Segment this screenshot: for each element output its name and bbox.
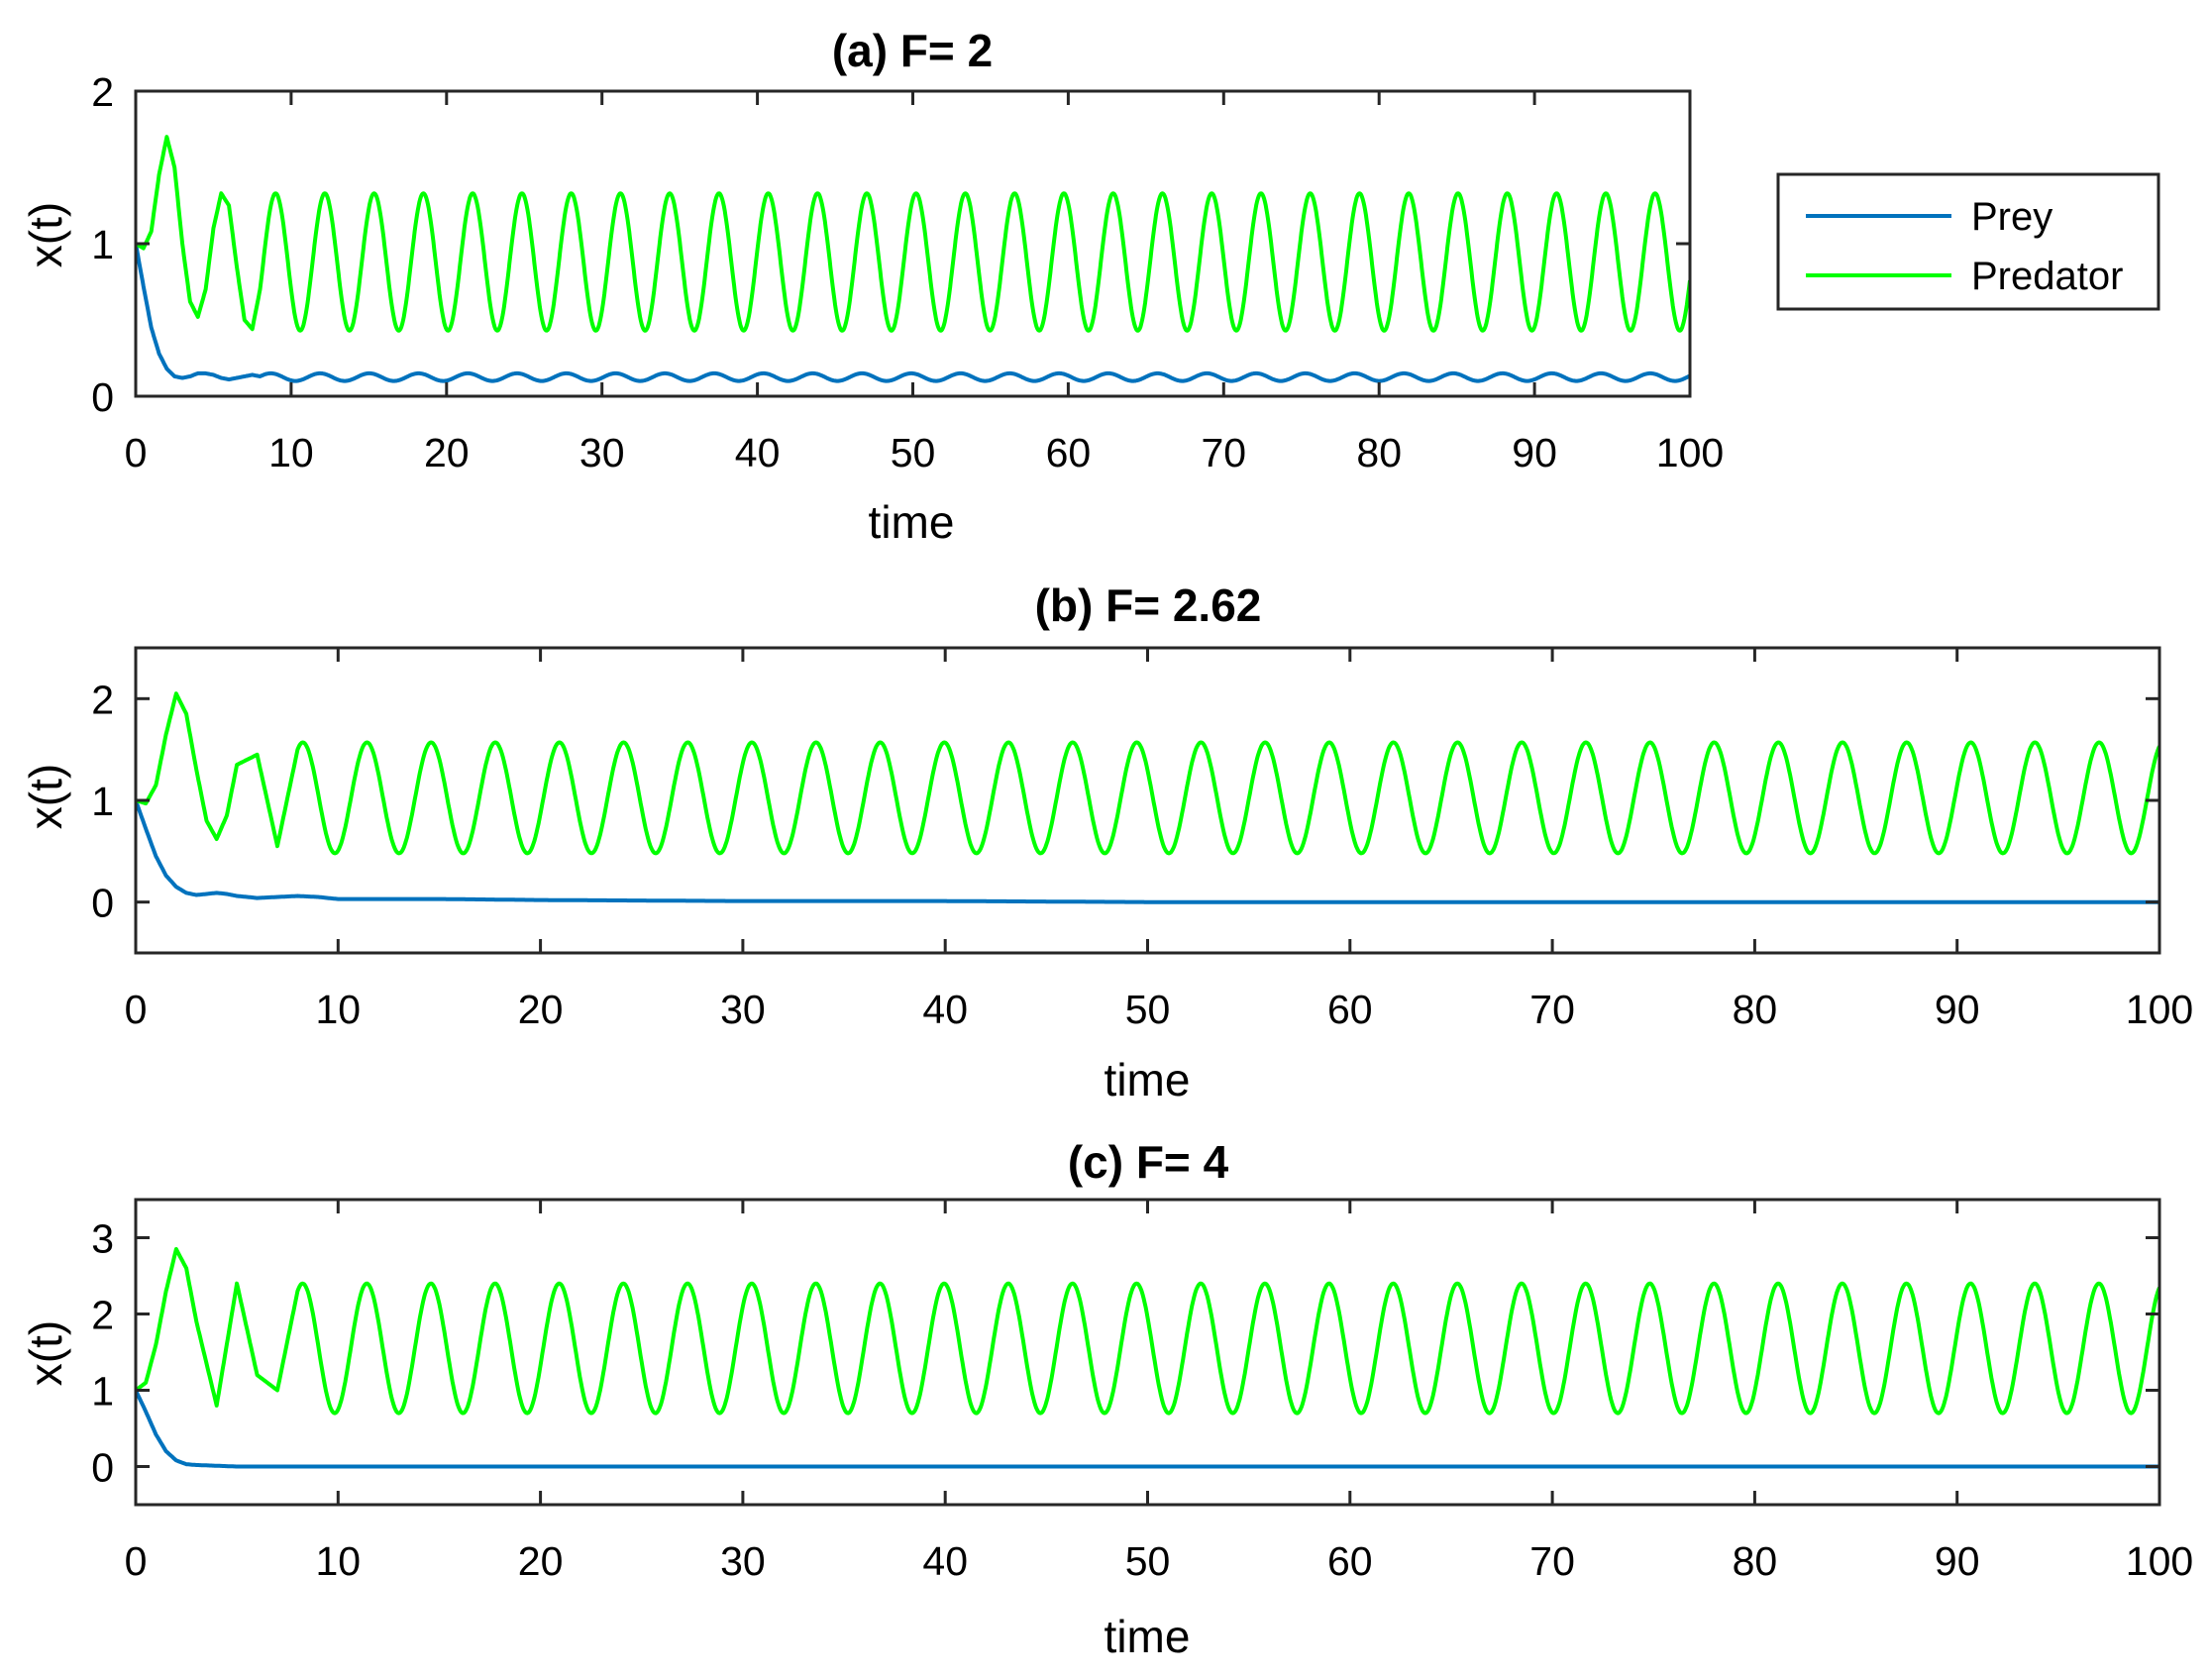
panel-c-xtick-label: 80	[1733, 1538, 1778, 1584]
panel-b-xtick-label: 0	[125, 987, 148, 1032]
panel-a-title: (a) F= 2	[832, 25, 993, 76]
panel-c-series-prey-line	[136, 1389, 2159, 1469]
panel-a-plot-area: 0 10 20 30 40 50 60 70 80 90 100 0 1 2	[91, 69, 1724, 475]
panel-b-ylabel: x(t)	[20, 764, 71, 829]
panel-b-plot-area: 0 10 20 30 40 50 60 70 80 90 100 0 1 2	[91, 646, 2193, 1032]
panel-a-xtick-label: 30	[579, 430, 625, 475]
panel-a: (a) F= 2 x(t) time 0 10 20 30 40 50 60 70 80 90 10…	[20, 25, 1724, 548]
panel-b-series-prey-line	[136, 799, 2159, 904]
panel-c-series-predator-line	[136, 1247, 2159, 1416]
panel-b: (b) F= 2.62 x(t) time 0 10 20 30 40 50 60 70 80 9…	[20, 579, 2193, 1105]
panel-b-ytick-label: 2	[91, 677, 114, 722]
panel-b-xtick-label: 50	[1125, 987, 1171, 1032]
panel-c-title: (c) F= 4	[1068, 1136, 1229, 1188]
panel-a-xtick-label: 40	[735, 430, 781, 475]
panel-c-ytick-label: 0	[91, 1445, 114, 1491]
panel-a-xtick-label: 100	[1656, 430, 1724, 475]
panel-c-ytick-label: 3	[91, 1216, 114, 1262]
panel-a-xtick-label: 70	[1201, 430, 1246, 475]
panel-b-ytick-label: 0	[91, 881, 114, 926]
panel-c-xtick-label: 50	[1125, 1538, 1171, 1584]
panel-a-xlabel: time	[869, 496, 955, 548]
panel-a-xtick-label: 10	[268, 430, 314, 475]
panel-b-xtick-label: 20	[518, 987, 564, 1032]
panel-b-series-predator-line	[136, 691, 2159, 856]
legend-label-prey: Prey	[1971, 195, 2052, 239]
panel-a-ytick-label: 1	[91, 222, 114, 267]
panel-c-xtick-label: 90	[1935, 1538, 1980, 1584]
panel-c: (c) F= 4 x(t) time 0 10 20 30 40 50 60 70 80 90 10…	[20, 1136, 2193, 1662]
panel-a-series-prey-line	[136, 243, 1690, 383]
panel-b-xlabel: time	[1105, 1054, 1191, 1105]
panel-c-xtick-label: 100	[2126, 1538, 2193, 1584]
panel-c-ytick-label: 1	[91, 1369, 114, 1415]
panel-b-xtick-label: 100	[2126, 987, 2193, 1032]
panel-b-ytick-label: 1	[91, 779, 114, 824]
panel-a-xtick-label: 80	[1356, 430, 1402, 475]
panel-c-xtick-label: 20	[518, 1538, 564, 1584]
panel-b-xtick-label: 30	[720, 987, 766, 1032]
panel-b-title: (b) F= 2.62	[1035, 579, 1262, 631]
panel-c-xtick-label: 0	[125, 1538, 148, 1584]
panel-b-xtick-label: 80	[1733, 987, 1778, 1032]
panel-a-xtick-label: 0	[125, 430, 148, 475]
legend: Prey Predator	[1776, 172, 2160, 311]
panel-c-xtick-label: 60	[1327, 1538, 1373, 1584]
panel-a-xtick-label: 90	[1512, 430, 1557, 475]
panel-b-xtick-label: 10	[315, 987, 361, 1032]
panel-c-ylabel: x(t)	[20, 1320, 71, 1386]
panel-c-xtick-label: 30	[720, 1538, 766, 1584]
panel-c-plot-area: 0 10 20 30 40 50 60 70 80 90 100 0 1 2 3	[91, 1198, 2193, 1584]
panel-c-xtick-label: 10	[315, 1538, 361, 1584]
panel-c-xtick-label: 40	[922, 1538, 968, 1584]
panel-c-xtick-label: 70	[1529, 1538, 1575, 1584]
panel-a-xtick-label: 20	[424, 430, 470, 475]
legend-label-predator: Predator	[1971, 255, 2123, 298]
panel-b-xtick-label: 70	[1529, 987, 1575, 1032]
panel-a-ytick-label: 2	[91, 69, 114, 115]
panel-c-xlabel: time	[1105, 1611, 1191, 1662]
panel-b-xtick-label: 40	[922, 987, 968, 1032]
panel-a-xtick-label: 50	[891, 430, 936, 475]
panel-b-xtick-label: 90	[1935, 987, 1980, 1032]
panel-a-ylabel: x(t)	[20, 202, 71, 267]
panel-a-xtick-label: 60	[1046, 430, 1092, 475]
legend-box	[1776, 172, 2160, 311]
panel-a-ytick-label: 0	[91, 374, 114, 420]
panel-a-series-predator-line	[136, 135, 1690, 333]
panel-b-xtick-label: 60	[1327, 987, 1373, 1032]
panel-c-ytick-label: 2	[91, 1293, 114, 1338]
